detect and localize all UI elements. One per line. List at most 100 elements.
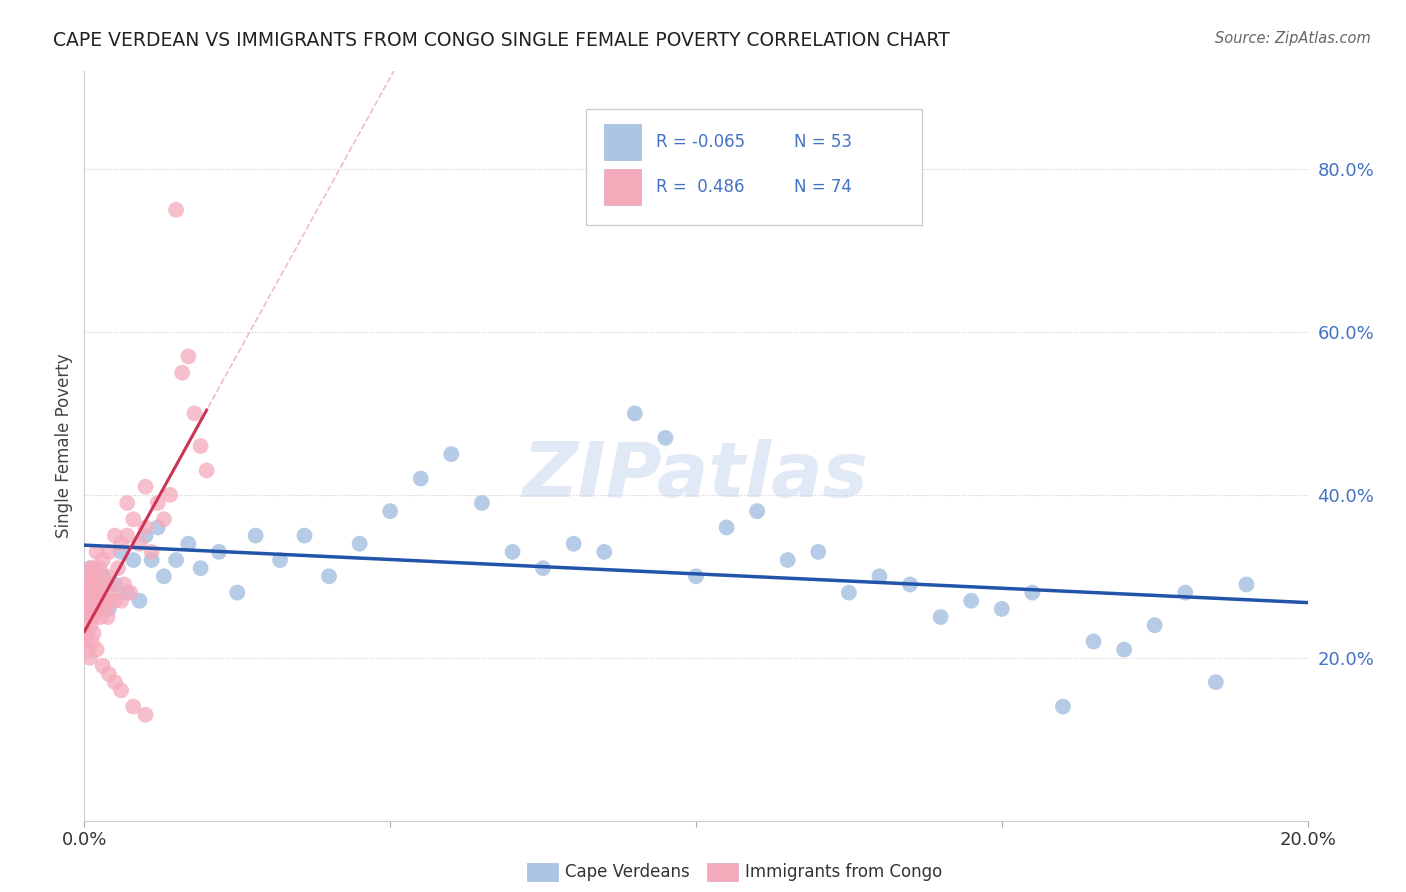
Point: [208, 545, 231, 559]
Point: [84, 602, 107, 616]
Point: [624, 406, 647, 420]
Point: [685, 569, 707, 583]
Point: [122, 553, 145, 567]
Point: [77, 585, 100, 599]
Point: [80, 634, 103, 648]
Point: [77, 602, 100, 616]
Point: [562, 537, 585, 551]
Point: [75, 602, 97, 616]
Point: [97, 610, 120, 624]
Point: [190, 561, 212, 575]
Point: [898, 577, 921, 591]
Point: [86, 593, 108, 607]
Point: [104, 528, 127, 542]
Point: [86, 593, 108, 607]
Point: [141, 553, 163, 567]
Point: [83, 593, 105, 607]
Point: [79, 650, 101, 665]
Point: [122, 699, 145, 714]
Point: [1052, 699, 1074, 714]
Point: [128, 537, 150, 551]
Point: [929, 610, 952, 624]
Point: [869, 569, 891, 583]
Point: [110, 537, 132, 551]
Text: R = -0.065: R = -0.065: [655, 133, 745, 151]
Point: [79, 561, 101, 575]
Point: [79, 602, 101, 616]
Point: [86, 642, 108, 657]
Point: [83, 610, 105, 624]
Point: [76, 593, 98, 607]
Point: [79, 610, 101, 624]
Point: [115, 496, 138, 510]
Point: [318, 569, 340, 583]
Text: N = 74: N = 74: [794, 178, 852, 195]
Point: [97, 577, 120, 591]
Point: [159, 488, 181, 502]
Point: [245, 528, 267, 542]
Point: [104, 675, 127, 690]
Point: [87, 593, 110, 607]
Point: [98, 593, 121, 607]
Point: [349, 537, 371, 551]
Point: [91, 569, 114, 583]
Point: [172, 366, 194, 380]
Point: [90, 593, 112, 607]
FancyBboxPatch shape: [586, 109, 922, 225]
Point: [502, 545, 524, 559]
Point: [110, 683, 132, 698]
Text: Cape Verdeans: Cape Verdeans: [565, 863, 690, 881]
Point: [1236, 577, 1258, 591]
Point: [128, 593, 150, 607]
Point: [91, 659, 114, 673]
Point: [93, 593, 115, 607]
Point: [380, 504, 402, 518]
Text: N = 53: N = 53: [794, 133, 852, 151]
Point: [747, 504, 769, 518]
Point: [107, 561, 129, 575]
Point: [1205, 675, 1227, 690]
Point: [97, 667, 120, 681]
Point: [89, 561, 111, 575]
Point: [1174, 585, 1197, 599]
Point: [115, 528, 138, 542]
Point: [440, 447, 463, 461]
Point: [146, 496, 169, 510]
Point: [409, 472, 432, 486]
Point: [115, 585, 138, 599]
Point: [838, 585, 860, 599]
Point: [79, 569, 101, 583]
Point: [94, 602, 117, 616]
Point: [776, 553, 799, 567]
Point: [960, 593, 983, 607]
Point: [165, 202, 187, 217]
Point: [153, 512, 176, 526]
Point: [135, 520, 157, 534]
Text: R =  0.486: R = 0.486: [655, 178, 744, 195]
Point: [110, 545, 132, 559]
Point: [87, 602, 110, 616]
Point: [96, 569, 118, 583]
Text: Source: ZipAtlas.com: Source: ZipAtlas.com: [1215, 31, 1371, 46]
Point: [79, 585, 101, 599]
Point: [83, 626, 105, 640]
Text: ZIPatlas: ZIPatlas: [523, 439, 869, 513]
Point: [135, 528, 157, 542]
Y-axis label: Single Female Poverty: Single Female Poverty: [55, 354, 73, 538]
Point: [101, 585, 124, 599]
Text: Immigrants from Congo: Immigrants from Congo: [745, 863, 942, 881]
Point: [86, 545, 108, 559]
Point: [91, 577, 114, 591]
Point: [269, 553, 291, 567]
Bar: [605, 169, 641, 205]
Point: [294, 528, 316, 542]
Point: [97, 602, 120, 616]
Point: [110, 593, 132, 607]
Point: [79, 561, 101, 575]
Point: [79, 585, 101, 599]
Point: [177, 537, 200, 551]
Point: [195, 463, 218, 477]
Point: [807, 545, 830, 559]
Point: [89, 610, 111, 624]
Point: [79, 618, 101, 632]
